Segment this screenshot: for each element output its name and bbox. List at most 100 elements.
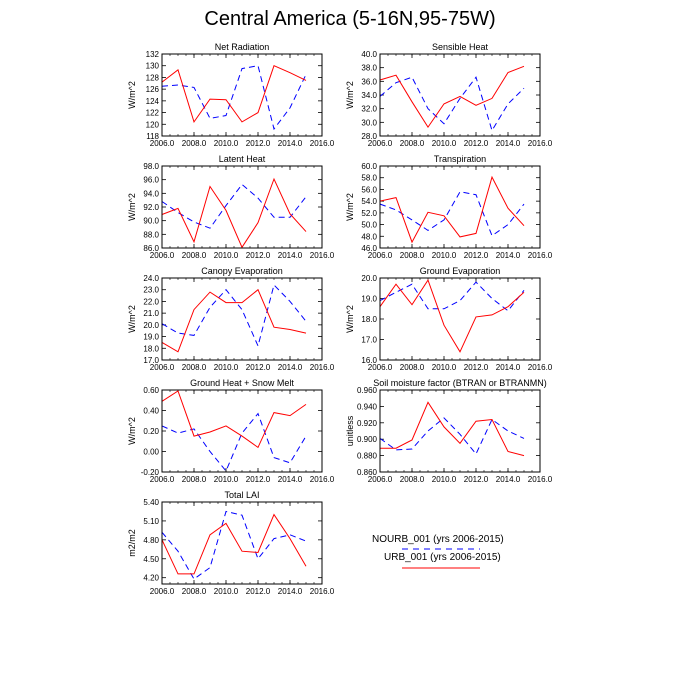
series-urb-line [161,65,307,124]
y-tick-label: 20.0 [143,321,159,330]
y-tick-label: 98.0 [143,162,159,171]
y-tick-label: 124 [146,97,160,106]
y-tick-label: 34.0 [361,91,377,100]
y-tick-label: 19.0 [143,333,159,342]
y-tick-label: 0.920 [357,419,378,428]
panel-title: Total LAI [224,490,259,500]
x-tick-label: 2012.0 [464,363,489,372]
plot-frame [379,389,541,473]
y-tick-label: 86.0 [143,244,159,253]
x-tick-label: 2008.0 [400,251,425,260]
panel-ground-heat-snow-melt: Ground Heat + Snow Melt W/m^2 2006.0 2008.0… [127,378,335,484]
panel-ground-evaporation: Ground Evaporation W/m^2 2006.0 2008.0 2010.… [345,266,553,372]
plot-frame [379,277,541,361]
y-tick-label: 20.0 [361,274,377,283]
y-tick-label: 32.0 [361,105,377,114]
x-tick-label: 2008.0 [400,363,425,372]
x-tick-label: 2016.0 [310,139,335,148]
y-tick-label: 5.10 [143,517,159,526]
series-nourb-line [161,412,307,472]
y-tick-label: 18.0 [361,315,377,324]
series-nourb-line [161,65,307,131]
x-tick-label: 2008.0 [182,363,207,372]
y-tick-label: 56.0 [361,185,377,194]
y-tick-label: 0.900 [357,435,378,444]
y-axis-label: W/m^2 [127,193,137,221]
panel-total-lai: Total LAI m2/m2 2006.0 2008.0 2010.0 2012.0 20… [127,490,335,596]
panel-title: Latent Heat [219,154,266,164]
legend-label-nourb: NOURB_001 (yrs 2006-2015) [372,534,504,545]
y-tick-label: 24.0 [143,274,159,283]
x-tick-label: 2012.0 [464,139,489,148]
y-tick-label: 0.60 [143,386,159,395]
y-tick-label: 28.0 [361,132,377,141]
y-axis-label: W/m^2 [345,193,355,221]
plot-frame [379,165,541,249]
x-tick-label: 2006.0 [150,587,175,596]
x-tick-label: 2014.0 [496,251,521,260]
x-tick-label: 2010.0 [432,475,457,484]
y-tick-label: 0.960 [357,386,378,395]
panel-soil-moisture-factor-btran-or-btranmn: Soil moisture factor (BTRAN or BTRANMN) u… [345,378,553,484]
plot-frame [161,53,323,137]
x-tick-label: 2006.0 [368,251,393,260]
plot-frame [161,277,323,361]
y-tick-label: 5.40 [143,498,159,507]
x-tick-label: 2016.0 [310,251,335,260]
x-tick-label: 2010.0 [214,251,239,260]
x-tick-label: 2010.0 [432,363,457,372]
panel-title: Soil moisture factor (BTRAN or BTRANMN) [373,378,547,388]
x-tick-label: 2006.0 [368,139,393,148]
series-urb-line [161,177,307,249]
y-tick-label: 130 [146,62,160,71]
series-nourb-line [379,281,525,312]
series-urb-line [379,65,525,129]
x-tick-label: 2016.0 [528,139,553,148]
y-tick-label: 120 [146,120,160,129]
plot-frame [379,53,541,137]
x-tick-label: 2012.0 [246,363,271,372]
x-tick-label: 2016.0 [528,251,553,260]
x-tick-label: 2010.0 [214,475,239,484]
y-tick-label: 4.20 [143,574,159,583]
y-tick-label: 92.0 [143,203,159,212]
legend-label-urb: URB_001 (yrs 2006-2015) [384,552,501,563]
y-tick-label: 19.0 [361,295,377,304]
y-tick-label: 0.40 [143,407,159,416]
series-nourb-line [379,191,525,237]
y-axis-label: W/m^2 [127,417,137,445]
x-tick-label: 2012.0 [246,251,271,260]
x-tick-label: 2014.0 [278,251,303,260]
series-nourb-line [161,510,307,580]
y-tick-label: 96.0 [143,176,159,185]
panel-transpiration: Transpiration W/m^2 2006.0 2008.0 2010.0 2012… [345,154,553,260]
y-axis-label: W/m^2 [345,81,355,109]
x-tick-label: 2014.0 [496,363,521,372]
x-tick-label: 2006.0 [150,475,175,484]
x-tick-label: 2014.0 [278,587,303,596]
y-tick-label: 0.940 [357,402,378,411]
x-tick-label: 2010.0 [432,139,457,148]
x-tick-label: 2010.0 [214,139,239,148]
y-tick-label: 90.0 [143,217,159,226]
series-nourb-line [379,76,525,132]
x-tick-label: 2014.0 [278,475,303,484]
y-tick-label: 0.880 [357,452,378,461]
figure-title: Central America (5-16N,95-75W) [204,8,496,30]
panel-title: Net Radiation [215,42,270,52]
y-axis-label: unitless [345,415,355,446]
x-tick-label: 2008.0 [400,139,425,148]
y-tick-label: 94.0 [143,189,159,198]
y-tick-label: -0.20 [141,468,160,477]
y-tick-label: 0.860 [357,468,378,477]
series-urb-line [379,278,525,353]
x-tick-label: 2008.0 [182,587,207,596]
y-axis-label: W/m^2 [345,305,355,333]
series-nourb-line [161,284,307,348]
series-urb-line [161,513,307,575]
y-tick-label: 128 [146,73,160,82]
y-tick-label: 50.0 [361,221,377,230]
y-tick-label: 132 [146,50,160,59]
x-tick-label: 2012.0 [246,139,271,148]
panel-title: Canopy Evaporation [201,266,283,276]
